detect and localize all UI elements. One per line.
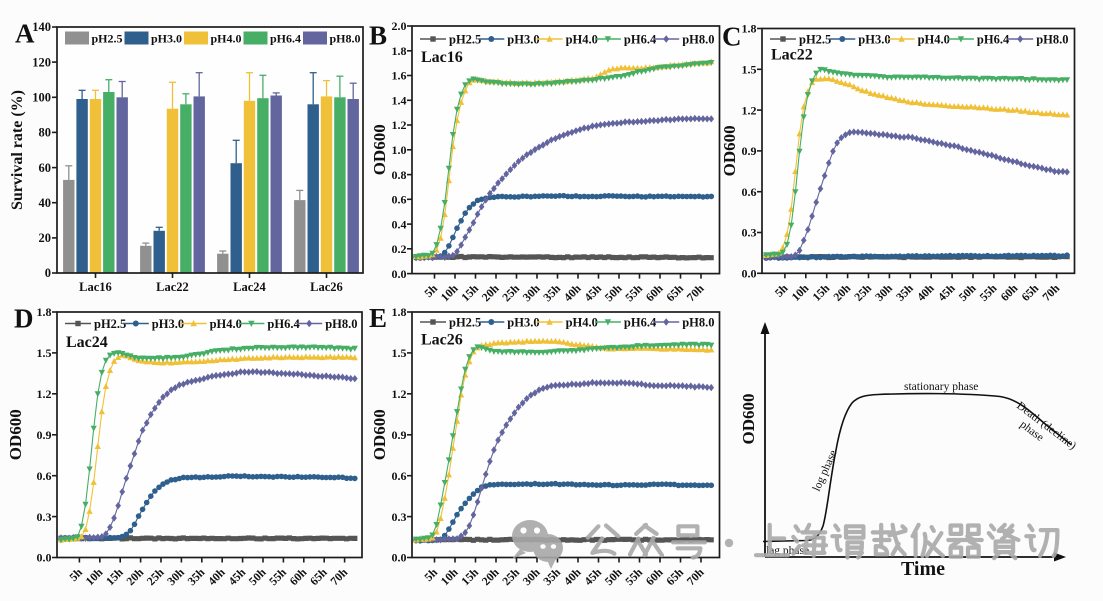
svg-text:1.2: 1.2 <box>392 118 407 132</box>
svg-text:pH2.5: pH2.5 <box>449 315 481 329</box>
svg-text:Lac16: Lac16 <box>79 280 112 294</box>
svg-text:1.8: 1.8 <box>742 22 757 36</box>
svg-text:0.6: 0.6 <box>392 193 407 207</box>
svg-text:1.2: 1.2 <box>37 387 52 401</box>
svg-text:D: D <box>14 304 34 334</box>
svg-text:1.8: 1.8 <box>37 305 52 319</box>
svg-text:Survival rate (%): Survival rate (%) <box>9 90 26 210</box>
svg-text:Lac26: Lac26 <box>310 280 343 294</box>
svg-text:0.3: 0.3 <box>37 510 52 524</box>
svg-text:1.2: 1.2 <box>392 387 407 401</box>
svg-text:0.3: 0.3 <box>742 226 757 240</box>
svg-text:1.8: 1.8 <box>392 44 407 58</box>
svg-text:0.8: 0.8 <box>392 168 407 182</box>
svg-text:pH3.0: pH3.0 <box>858 32 890 46</box>
svg-text:0.0: 0.0 <box>392 551 407 565</box>
svg-text:1.6: 1.6 <box>392 69 407 83</box>
svg-text:0.4: 0.4 <box>392 217 407 231</box>
svg-text:0.9: 0.9 <box>37 428 52 442</box>
svg-text:pH3.0: pH3.0 <box>507 315 539 329</box>
svg-text:OD600: OD600 <box>370 124 389 175</box>
svg-text:100: 100 <box>32 91 51 105</box>
svg-text:pH6.4: pH6.4 <box>270 32 301 46</box>
svg-text:pH4.0: pH4.0 <box>210 317 242 331</box>
svg-text:1.5: 1.5 <box>392 346 407 360</box>
svg-text:1.2: 1.2 <box>742 103 757 117</box>
svg-text:pH2.5: pH2.5 <box>94 317 126 331</box>
svg-text:0.0: 0.0 <box>392 267 407 281</box>
svg-text:0.3: 0.3 <box>392 510 407 524</box>
svg-text:80: 80 <box>39 126 52 140</box>
svg-text:0.0: 0.0 <box>742 267 757 281</box>
svg-text:Time: Time <box>901 558 945 580</box>
svg-text:stationary phase: stationary phase <box>904 381 978 393</box>
svg-text:pH6.4: pH6.4 <box>624 32 657 46</box>
svg-text:1.5: 1.5 <box>742 63 757 77</box>
svg-text:1.8: 1.8 <box>392 305 407 319</box>
svg-text:Lac24: Lac24 <box>233 280 266 294</box>
svg-text:40: 40 <box>39 196 52 210</box>
svg-text:0.6: 0.6 <box>37 469 52 483</box>
svg-text:pH6.4: pH6.4 <box>977 32 1010 46</box>
svg-text:pH2.5: pH2.5 <box>449 32 481 46</box>
svg-text:Lac24: Lac24 <box>66 334 108 351</box>
svg-text:pH2.5: pH2.5 <box>799 32 831 46</box>
svg-text:pH3.0: pH3.0 <box>151 32 182 46</box>
svg-text:0: 0 <box>45 266 51 280</box>
svg-text:0.9: 0.9 <box>392 428 407 442</box>
svg-text:pH8.0: pH8.0 <box>325 317 357 331</box>
svg-text:pH8.0: pH8.0 <box>330 32 361 46</box>
svg-text:Lac26: Lac26 <box>421 332 463 349</box>
svg-text:pH4.0: pH4.0 <box>918 32 950 46</box>
svg-text:OD600: OD600 <box>370 409 389 460</box>
svg-text:120: 120 <box>32 55 51 69</box>
svg-text:pH6.4: pH6.4 <box>624 315 657 329</box>
svg-text:Lac22: Lac22 <box>156 280 189 294</box>
svg-text:C: C <box>722 22 742 52</box>
svg-text:pH2.5: pH2.5 <box>92 32 123 46</box>
svg-text:pH8.0: pH8.0 <box>1036 32 1068 46</box>
svg-text:Lac16: Lac16 <box>421 49 463 66</box>
svg-text:pH4.0: pH4.0 <box>566 32 598 46</box>
svg-text:0.6: 0.6 <box>742 185 757 199</box>
svg-text:Lac22: Lac22 <box>771 47 813 64</box>
svg-text:pH8.0: pH8.0 <box>682 315 714 329</box>
svg-text:60: 60 <box>39 161 52 175</box>
svg-text:B: B <box>369 21 387 51</box>
svg-text:OD600: OD600 <box>739 394 758 445</box>
svg-text:1.4: 1.4 <box>392 94 407 108</box>
svg-text:0.0: 0.0 <box>37 551 52 565</box>
svg-text:0.9: 0.9 <box>742 144 757 158</box>
svg-text:E: E <box>369 303 387 333</box>
svg-text:pH8.0: pH8.0 <box>682 32 714 46</box>
svg-text:pH3.0: pH3.0 <box>507 32 539 46</box>
svg-text:A: A <box>15 19 35 49</box>
svg-text:pH6.4: pH6.4 <box>267 317 300 331</box>
svg-text:pH4.0: pH4.0 <box>211 32 242 46</box>
svg-text:1.5: 1.5 <box>37 346 52 360</box>
svg-text:OD600: OD600 <box>720 125 739 176</box>
svg-text:OD600: OD600 <box>6 409 25 460</box>
svg-text:0.6: 0.6 <box>392 469 407 483</box>
svg-text:20: 20 <box>39 231 52 245</box>
svg-text:0.2: 0.2 <box>392 242 407 256</box>
svg-text:pH3.0: pH3.0 <box>152 317 184 331</box>
svg-text:1.0: 1.0 <box>392 143 407 157</box>
svg-text:pH4.0: pH4.0 <box>566 315 598 329</box>
svg-text:140: 140 <box>32 20 51 34</box>
svg-text:2.0: 2.0 <box>392 19 407 33</box>
